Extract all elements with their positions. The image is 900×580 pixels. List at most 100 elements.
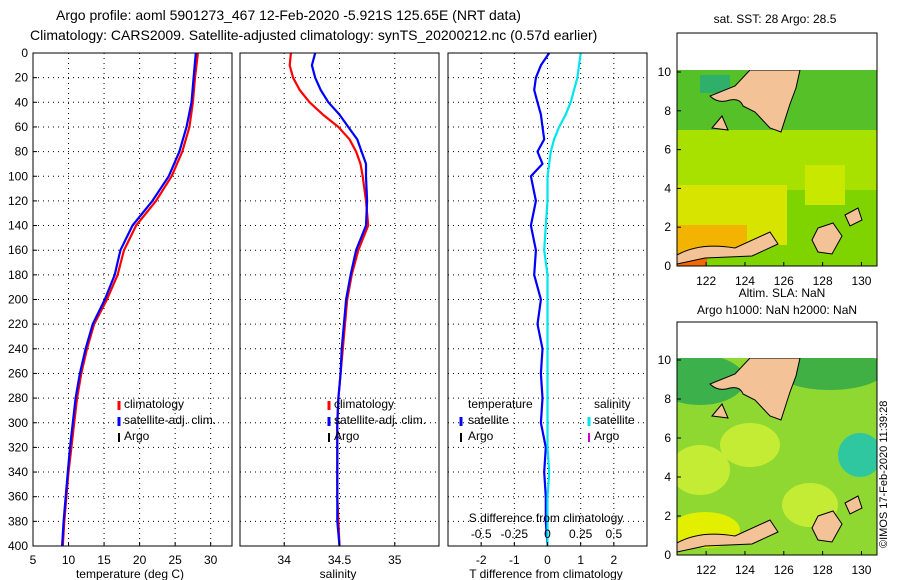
temperature-x-ticks: 5 10 15 20 25 30 [30, 542, 218, 567]
top-tick-label: -0.5 [471, 527, 492, 541]
map-x-tick-label: 126 [774, 563, 794, 577]
y-tick-label: 180 [8, 268, 28, 282]
legend-label-sal-argo: Argo [594, 429, 620, 443]
map-x-tick-label: 122 [696, 563, 716, 577]
legend-label-satellite: satellite-adj. clim. [124, 413, 216, 427]
temperature-grid [33, 53, 232, 546]
sst-map-field [677, 70, 877, 266]
land-mass [711, 403, 729, 419]
temperature-y-ticks: 0 20 40 60 80 100 120 140 160 180 200 220 240 260 280 3… [8, 46, 37, 553]
header-title-line2: Climatology: CARS2009. Satellite-adjuste… [30, 27, 597, 43]
land-mass [811, 510, 843, 543]
temperature-axes-frame [32, 52, 233, 547]
salinity-x-ticks: 34 34.5 35 [278, 542, 402, 567]
temperature-legend: climatology satellite-adj. clim. Argo [117, 397, 216, 443]
x-tick-label: 5 [30, 553, 37, 567]
y-tick-label: 340 [8, 465, 28, 479]
land-mass [811, 222, 843, 255]
map-y-tick-label: 0 [664, 259, 671, 273]
difference-top-ticks: -0.5 -0.25 0 0.25 0.5 [471, 527, 623, 541]
sla-map-panel: Altim. SLA: NaN Argo h1000: NaN h2000: N… [658, 286, 878, 577]
salinity-grid [240, 53, 439, 546]
map-y-tick-label: 6 [664, 143, 671, 157]
y-tick-label: 80 [15, 145, 29, 159]
map-x-tick-label: 130 [851, 274, 871, 288]
x-tick-label: 25 [168, 553, 182, 567]
difference-grid [448, 53, 647, 546]
land-mass [709, 358, 801, 421]
temperature-series [61, 53, 199, 546]
sst-map-title: sat. SST: 28 Argo: 28.5 [714, 12, 837, 26]
y-tick-label: 160 [8, 243, 28, 257]
imos-timestamp: ©IMOS 17-Feb-2020 11:39:28 [878, 400, 890, 548]
salinity-panel: 34 34.5 35 salinity climatology satellite-… [239, 52, 440, 580]
map-y-tick-label: 8 [664, 392, 671, 406]
y-tick-label: 20 [15, 71, 29, 85]
sla-map-field [677, 358, 877, 555]
y-tick-label: 280 [8, 391, 28, 405]
difference-x-label: T difference from climatology [469, 567, 623, 580]
y-tick-label: 260 [8, 366, 28, 380]
sla-map-ticks: 122 124 126 128 130 0 2 4 6 8 10 [658, 353, 872, 577]
map-y-tick-label: 2 [664, 509, 671, 523]
sst-map-panel: sat. SST: 28 Argo: 28.5 122 124 126 128 130 0… [658, 12, 878, 288]
x-tick-label: 34 [278, 553, 292, 567]
legend-label-sal-satellite: satellite [594, 413, 635, 427]
x-tick-label: 35 [388, 553, 402, 567]
map-x-tick-label: 126 [774, 274, 794, 288]
x-tick-label: 2 [610, 553, 617, 567]
map-y-tick-label: 2 [664, 220, 671, 234]
y-tick-label: 240 [8, 342, 28, 356]
series-line-climatology [288, 53, 370, 546]
series-line-satellite-adj-clim- [61, 53, 197, 546]
series-line-temperature-satellite [529, 53, 551, 546]
land-mass [711, 115, 729, 131]
legend-label-climatology: climatology [124, 397, 184, 411]
x-tick-label: -2 [476, 553, 487, 567]
legend-label-temp-argo: Argo [468, 429, 494, 443]
salinity-legend: climatology satellite-adj. clim. Argo [327, 397, 426, 443]
y-tick-label: 100 [8, 169, 28, 183]
top-tick-label: 0.5 [605, 527, 622, 541]
legend-label-argo: Argo [334, 429, 360, 443]
y-tick-label: 60 [15, 120, 29, 134]
x-tick-label: 0 [544, 553, 551, 567]
map-x-tick-label: 122 [696, 274, 716, 288]
map-y-tick-label: 6 [664, 431, 671, 445]
top-tick-label: 0 [544, 527, 551, 541]
y-tick-label: 320 [8, 440, 28, 454]
y-tick-label: 380 [8, 514, 28, 528]
x-tick-label: 20 [133, 553, 147, 567]
legend-title-salinity: salinity [594, 397, 631, 411]
map-y-tick-label: 10 [658, 353, 672, 367]
y-tick-label: 140 [8, 219, 28, 233]
difference-top-label: S difference from climatology [469, 511, 624, 525]
map-x-tick-label: 124 [735, 563, 755, 577]
y-tick-label: 0 [21, 46, 28, 60]
legend-label-climatology: climatology [334, 397, 394, 411]
temperature-panel: 0 20 40 60 80 100 120 140 160 180 200 220 240 260 280 3… [8, 46, 233, 580]
legend-label-satellite: satellite-adj. clim. [334, 413, 426, 427]
map-x-tick-label: 124 [735, 274, 755, 288]
land-mass [844, 207, 863, 227]
map-y-tick-label: 4 [664, 470, 671, 484]
y-tick-label: 40 [15, 95, 29, 109]
x-tick-label: 1 [577, 553, 584, 567]
map-y-tick-label: 0 [664, 548, 671, 562]
map-x-tick-label: 128 [813, 563, 833, 577]
map-x-tick-label: 128 [813, 274, 833, 288]
salinity-series [288, 53, 370, 546]
x-tick-label: 30 [204, 553, 218, 567]
x-tick-label: 15 [97, 553, 111, 567]
legend-title-temperature: temperature [468, 397, 533, 411]
series-line-salinity-satellite [543, 53, 582, 546]
legend-label-temp-satellite: satellite [468, 413, 509, 427]
series-line-satellite-adj-clim- [310, 53, 369, 546]
y-tick-label: 200 [8, 293, 28, 307]
x-tick-label: -1 [509, 553, 520, 567]
sla-map-title-line1: Altim. SLA: NaN [739, 286, 826, 300]
sst-map-ticks: 122 124 126 128 130 0 2 4 6 8 10 [658, 65, 872, 288]
top-tick-label: 0.25 [569, 527, 593, 541]
sla-map-title-line2: Argo h1000: NaN h2000: NaN [697, 303, 857, 317]
